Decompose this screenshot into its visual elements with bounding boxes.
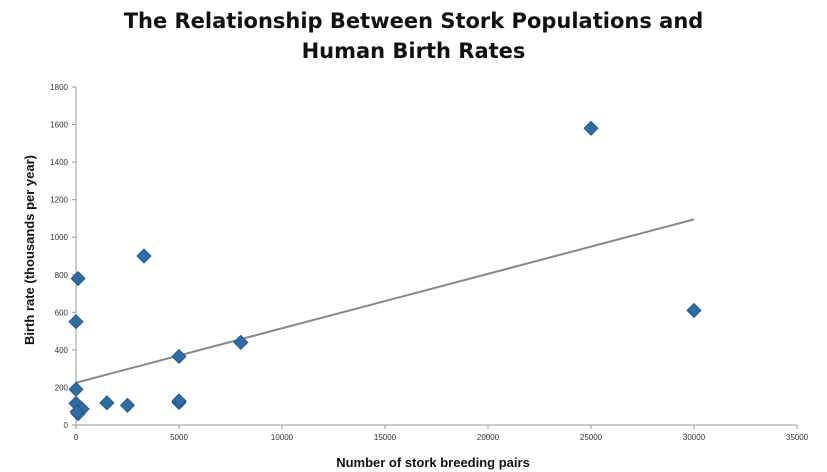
tick-labels: 0 200 400 600 800 1000 1200 1400 1600 1800 0 5000 10…	[50, 83, 808, 442]
data-point	[171, 348, 187, 365]
y-tick-label: 1600	[50, 121, 68, 130]
trendline	[75, 218, 695, 384]
x-tick-label: 35000	[786, 433, 809, 442]
x-tick-label: 15000	[374, 433, 397, 442]
chart-title-line-1: The Relationship Between Stork Populatio…	[123, 9, 704, 33]
x-tick-label: 20000	[477, 433, 500, 442]
y-tick-label: 200	[55, 383, 69, 392]
y-tick-label: 1800	[50, 83, 68, 92]
data-point	[69, 404, 85, 420]
data-point	[171, 393, 187, 409]
data-point	[233, 334, 249, 350]
chart-title-line-2: Human Birth Rates	[301, 39, 526, 63]
y-tick-label: 600	[55, 308, 69, 317]
data-point	[686, 302, 702, 319]
y-tick-label: 0	[64, 421, 69, 430]
data-point	[136, 248, 152, 264]
y-tick-label: 1400	[50, 158, 68, 167]
data-point	[70, 270, 86, 287]
x-tick-label: 10000	[271, 433, 294, 442]
y-axis-label: Birth rate (thousands per year)	[22, 155, 37, 345]
data-point	[99, 395, 115, 411]
x-tick-label: 25000	[580, 433, 603, 442]
data-point	[68, 381, 84, 397]
chart-title: The Relationship Between Stork Populatio…	[0, 6, 827, 66]
x-tick-label: 30000	[683, 433, 706, 442]
y-tick-label: 400	[55, 346, 69, 355]
data-point	[68, 314, 84, 330]
y-tick-label: 1000	[50, 233, 68, 242]
y-tick-label: 800	[55, 271, 69, 280]
x-tick-label: 0	[74, 433, 79, 442]
x-tick-label: 5000	[170, 433, 188, 442]
data-points	[68, 120, 702, 422]
data-point	[583, 120, 599, 136]
axes	[72, 86, 798, 429]
y-tick-label: 1200	[50, 196, 68, 205]
x-axis-label: Number of stork breeding pairs	[336, 455, 530, 470]
data-point	[119, 397, 136, 413]
